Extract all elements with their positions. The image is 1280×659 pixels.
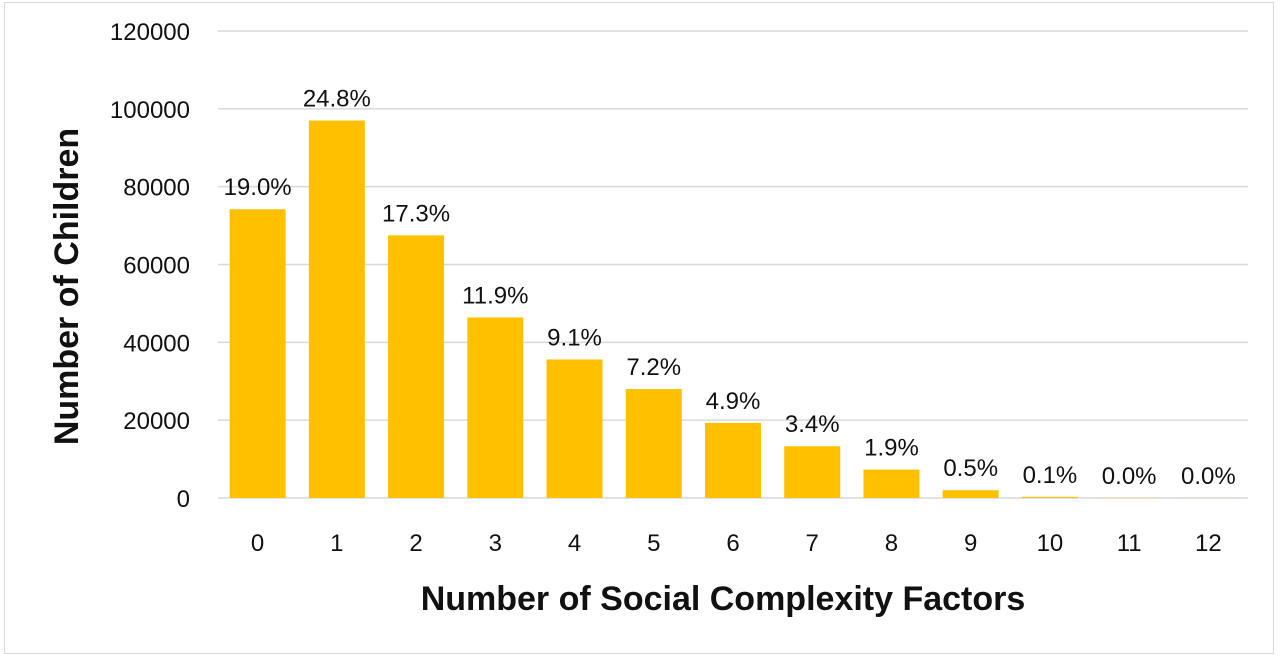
bar-7 xyxy=(784,446,841,498)
bar-6 xyxy=(705,422,761,498)
x-tick-label-2: 2 xyxy=(409,530,422,557)
bar-8 xyxy=(863,469,920,498)
bar-3 xyxy=(467,317,524,498)
data-label-12: 0.0% xyxy=(1181,463,1236,490)
data-label-8: 1.9% xyxy=(864,435,919,462)
bar-1 xyxy=(308,120,365,498)
y-tick-label: 40000 xyxy=(123,330,190,357)
x-axis-title: Number of Social Complexity Factors xyxy=(421,580,1026,618)
y-tick-label: 80000 xyxy=(123,175,190,202)
data-label-6: 4.9% xyxy=(706,388,761,415)
data-label-5: 7.2% xyxy=(626,354,681,381)
bar-9 xyxy=(942,490,999,498)
y-tick-label: 20000 xyxy=(123,408,190,435)
y-axis-title: Number of Children xyxy=(48,128,86,445)
bar-0 xyxy=(229,209,286,498)
data-label-11: 0.0% xyxy=(1102,463,1157,490)
data-label-2: 17.3% xyxy=(382,200,450,227)
data-label-7: 3.4% xyxy=(785,411,840,438)
x-tick-label-1: 1 xyxy=(330,530,343,557)
y-tick-label: 60000 xyxy=(123,253,190,280)
y-tick-label: 120000 xyxy=(110,19,190,46)
x-tick-label-6: 6 xyxy=(726,530,739,557)
x-tick-label-0: 0 xyxy=(251,530,264,557)
x-tick-label-5: 5 xyxy=(647,530,660,557)
bars xyxy=(229,120,1237,498)
data-label-3: 11.9% xyxy=(462,282,528,309)
bar-5 xyxy=(625,389,682,498)
bar-2 xyxy=(388,235,445,498)
bar-10 xyxy=(1021,496,1078,498)
x-tick-label-11: 11 xyxy=(1117,530,1142,557)
x-tick-label-3: 3 xyxy=(489,530,502,557)
data-label-10: 0.1% xyxy=(1023,462,1078,489)
x-tick-label-12: 12 xyxy=(1195,530,1222,557)
y-tick-label: 100000 xyxy=(110,97,190,124)
x-tick-label-8: 8 xyxy=(885,530,898,557)
x-tick-labels: 0 1 2 3 4 5 6 7 8 9 10 11 12 xyxy=(251,530,1222,557)
y-tick-labels: 0 20000 40000 60000 80000 100000 120000 xyxy=(110,19,190,513)
x-tick-label-10: 10 xyxy=(1037,530,1064,557)
x-tick-label-7: 7 xyxy=(806,530,819,557)
bar-4 xyxy=(546,359,603,498)
data-labels: 19.0% 24.8% 17.3% 11.9% 9.1% 7.2% 4.9% 3.4% 1.9%… xyxy=(224,86,1236,490)
chart-frame xyxy=(4,2,1274,654)
data-label-9: 0.5% xyxy=(943,455,998,482)
data-label-4: 9.1% xyxy=(547,324,602,351)
data-label-1: 24.8% xyxy=(303,86,371,113)
y-tick-label: 0 xyxy=(177,486,190,513)
x-tick-label-9: 9 xyxy=(964,530,977,557)
data-label-0: 19.0% xyxy=(224,174,292,201)
x-tick-label-4: 4 xyxy=(568,530,581,557)
